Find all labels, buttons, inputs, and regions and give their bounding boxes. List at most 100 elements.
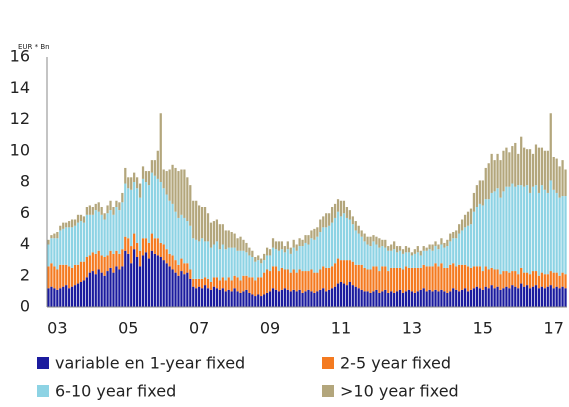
bar-segment (59, 288, 62, 307)
bar-segment (330, 288, 334, 307)
bar-segment (301, 292, 304, 307)
bar-segment (159, 257, 162, 307)
bar-segment (224, 230, 227, 250)
bar-segment (277, 250, 281, 272)
bar-segment (271, 288, 275, 307)
bar-segment (88, 214, 91, 256)
bar-segment (325, 227, 328, 268)
bar-segment (475, 286, 479, 307)
bar-segment (499, 289, 502, 307)
bar-segment (381, 291, 384, 307)
bar-segment (103, 257, 106, 276)
bar-segment (434, 241, 437, 247)
bar-segment (68, 221, 71, 228)
legend-label: variable en 1-year fixed (55, 354, 245, 373)
bar-segment (552, 288, 555, 307)
bar-segment (304, 235, 307, 243)
bar-segment (378, 292, 381, 307)
y-tick-label: 6 (20, 203, 30, 222)
bar-segment (552, 157, 555, 190)
bar-segment (203, 241, 207, 278)
bar-segment (517, 288, 520, 307)
bar-segment (221, 277, 224, 289)
bar-segment (150, 172, 154, 234)
bar-segment (475, 185, 479, 207)
bar-segment (50, 235, 53, 239)
bar-segment (537, 147, 541, 193)
bar-segment (165, 171, 168, 195)
bar-segment (189, 185, 192, 226)
bar-segment (487, 199, 490, 270)
bar-segment (384, 247, 387, 267)
bar-segment (177, 171, 180, 218)
bar-segment (540, 272, 544, 287)
bar-segment (322, 288, 325, 307)
bar-segment (348, 210, 351, 220)
bar-segment (310, 230, 313, 239)
bar-segment (183, 169, 186, 218)
bar-segment (440, 244, 443, 264)
bar-segment (363, 233, 366, 242)
bar-segment (135, 177, 139, 189)
bar-segment (218, 289, 221, 307)
bar-segment (85, 207, 89, 215)
bar-segment (271, 266, 275, 289)
bar-segment (549, 180, 552, 272)
bar-segment (97, 211, 100, 251)
bar-segment (124, 236, 127, 251)
bar-segment (528, 274, 532, 289)
bar-segment (360, 264, 363, 290)
bar-segment (109, 210, 112, 251)
bar-segment (200, 238, 204, 279)
bar-segment (277, 291, 281, 307)
bar-segment (437, 249, 440, 267)
bar-segment (153, 160, 156, 176)
bar-segment (372, 291, 375, 307)
bar-segment (65, 227, 68, 265)
bar-segment (124, 183, 127, 237)
bar-segment (458, 264, 461, 292)
bar-segment (490, 285, 493, 307)
bar-segment (564, 196, 567, 275)
bar-segment (534, 185, 538, 272)
bar-segment (422, 246, 425, 251)
bar-segment (384, 266, 387, 290)
bar-segment (395, 246, 399, 253)
bar-segment (407, 267, 411, 290)
bar-segment (198, 205, 201, 242)
bar-segment (325, 291, 328, 307)
bar-segment (484, 286, 487, 307)
bar-segment (100, 207, 103, 215)
bar-segment (141, 166, 145, 179)
bar-segment (242, 275, 245, 292)
bar-segment (257, 277, 260, 295)
bar-segment (484, 199, 487, 267)
bar-segment (127, 188, 130, 239)
bar-segment (449, 291, 452, 307)
bar-segment (174, 272, 177, 307)
bar-segment (147, 242, 151, 259)
bar-segment (517, 185, 520, 275)
bar-segment (76, 264, 80, 284)
bar-segment (401, 269, 405, 293)
bar-segment (307, 235, 310, 245)
bar-segment (100, 272, 103, 307)
bar-segment (304, 291, 307, 307)
bar-segment (109, 267, 112, 307)
bar-segment (286, 269, 289, 290)
bar-segment (242, 250, 245, 276)
bar-segment (53, 238, 56, 267)
bar-segment (523, 272, 526, 287)
bar-segment (316, 291, 319, 307)
bar-segment (336, 199, 340, 212)
bar-segment (239, 236, 242, 251)
bar-segment (345, 217, 349, 261)
bar-segment (514, 286, 517, 307)
bar-segment (251, 277, 254, 295)
bar-segment (150, 160, 154, 173)
bar-segment (360, 230, 363, 237)
bar-segment (165, 249, 168, 264)
bar-segment (481, 289, 484, 307)
y-tick-label: 12 (10, 109, 30, 128)
bar-segment (404, 291, 408, 307)
